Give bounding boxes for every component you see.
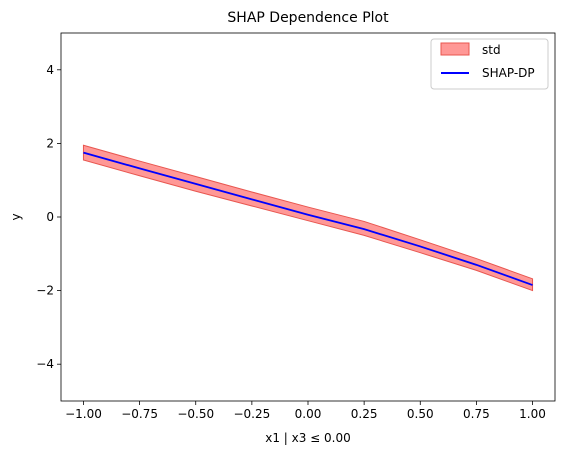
x-tick-label: −0.50	[177, 407, 214, 421]
shap-dp-line-layer	[83, 151, 533, 286]
chart-title: SHAP Dependence Plot	[227, 10, 389, 26]
y-tick-label: −2	[36, 284, 54, 298]
x-tick-label: −1.00	[65, 407, 102, 421]
shap-dp-line	[83, 151, 533, 286]
y-tick-label: 2	[46, 136, 54, 150]
x-tick-label: −0.25	[233, 407, 270, 421]
x-tick-label: 0.50	[407, 407, 434, 421]
y-axis: −4 −2 0 2 4	[36, 63, 61, 371]
std-band-layer	[82, 144, 534, 292]
y-tick-label: −4	[36, 357, 54, 371]
x-tick-label: −0.75	[121, 407, 158, 421]
y-tick-label: 4	[46, 63, 54, 77]
legend-std-swatch	[440, 42, 470, 56]
x-tick-label: 0.00	[295, 407, 322, 421]
legend: std SHAP-DP	[430, 38, 549, 90]
y-tick-label: 0	[46, 210, 54, 224]
legend-shap-dp-label: SHAP-DP	[482, 66, 535, 80]
x-tick-label: 1.00	[519, 407, 546, 421]
std-band	[82, 144, 534, 292]
x-axis: −1.00 −0.75 −0.50 −0.25 0.00 0.25 0.50 0.75 1.00	[65, 401, 546, 421]
x-axis-label: x1 | x3 ≤ 0.00	[265, 431, 351, 445]
legend-std-label: std	[482, 43, 501, 57]
x-tick-label: 0.25	[351, 407, 378, 421]
x-tick-label: 0.75	[463, 407, 490, 421]
y-axis-label: y	[9, 213, 23, 220]
